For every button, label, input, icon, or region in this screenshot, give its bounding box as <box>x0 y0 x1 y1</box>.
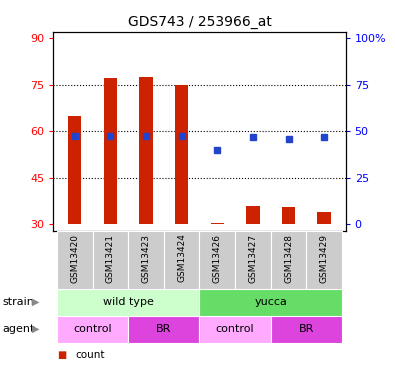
Text: ▶: ▶ <box>32 324 40 334</box>
Text: agent: agent <box>2 324 34 334</box>
Text: GSM13427: GSM13427 <box>248 234 258 282</box>
Bar <box>199 316 271 343</box>
Text: control: control <box>216 324 254 334</box>
Text: count: count <box>75 350 105 360</box>
Bar <box>103 78 117 224</box>
Bar <box>128 316 199 343</box>
Title: GDS743 / 253966_at: GDS743 / 253966_at <box>128 15 271 30</box>
Bar <box>271 316 342 343</box>
Text: control: control <box>73 324 112 334</box>
Text: GSM13429: GSM13429 <box>320 234 329 282</box>
Text: GSM13428: GSM13428 <box>284 234 293 282</box>
Text: GSM13423: GSM13423 <box>141 234 150 282</box>
Bar <box>68 116 81 224</box>
Text: GSM13420: GSM13420 <box>70 234 79 282</box>
Text: yucca: yucca <box>254 297 287 307</box>
Bar <box>246 206 260 224</box>
Text: GSM13421: GSM13421 <box>106 234 115 282</box>
Bar <box>199 231 235 289</box>
Bar <box>318 212 331 224</box>
Bar <box>175 85 188 224</box>
Bar <box>235 231 271 289</box>
Bar <box>57 316 128 343</box>
Bar <box>128 231 164 289</box>
Bar <box>199 289 342 316</box>
Bar <box>271 231 307 289</box>
Bar <box>211 223 224 224</box>
Text: GSM13424: GSM13424 <box>177 234 186 282</box>
Bar <box>164 231 199 289</box>
Text: ▶: ▶ <box>32 297 40 307</box>
Bar <box>57 289 199 316</box>
Text: strain: strain <box>2 297 34 307</box>
Bar <box>57 231 92 289</box>
Bar <box>92 231 128 289</box>
Text: BR: BR <box>156 324 171 334</box>
Bar <box>282 207 295 224</box>
Text: ■: ■ <box>57 350 66 360</box>
Text: BR: BR <box>299 324 314 334</box>
Bar <box>139 77 153 224</box>
Bar <box>307 231 342 289</box>
Text: GSM13426: GSM13426 <box>213 234 222 282</box>
Text: wild type: wild type <box>103 297 154 307</box>
